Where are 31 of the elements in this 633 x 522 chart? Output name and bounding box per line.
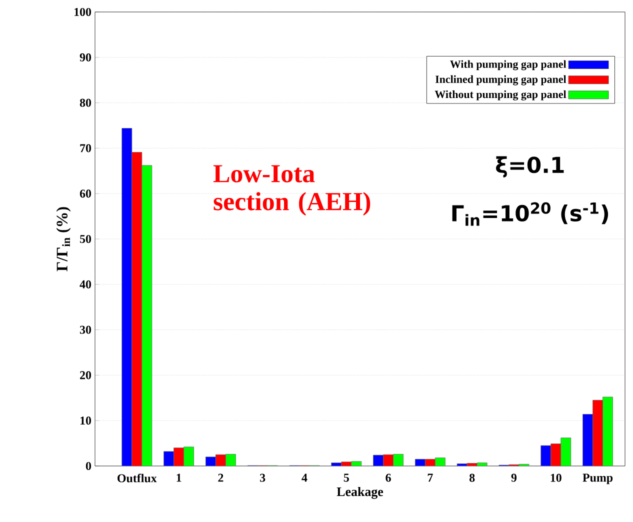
legend-label: Inclined pumping gap panel bbox=[435, 75, 566, 86]
x-axis-title: Leakage bbox=[336, 486, 384, 499]
y-tick-label: 20 bbox=[80, 371, 92, 380]
x-tick-label: 8 bbox=[469, 474, 475, 482]
x-tick-label: 6 bbox=[386, 474, 391, 482]
annotation: ξ=0.1 bbox=[496, 156, 564, 178]
y-tick-label: 30 bbox=[80, 326, 92, 334]
x-tick-label: Pump bbox=[582, 474, 613, 484]
x-tick-label: 7 bbox=[428, 474, 433, 482]
x-tick-label: 5 bbox=[344, 474, 349, 482]
y-tick-label: 10 bbox=[80, 416, 92, 425]
y-tick-label: 60 bbox=[80, 190, 92, 198]
y-tick-label: 80 bbox=[80, 98, 92, 107]
y-tick-label: 0 bbox=[86, 462, 92, 470]
y-tick-label: 50 bbox=[80, 234, 92, 244]
y-tick-label: 90 bbox=[80, 53, 92, 62]
x-tick-label: 3 bbox=[260, 474, 266, 482]
legend-label: With pumping gap panel bbox=[450, 60, 566, 70]
y-axis-title: Γ/Γ$_{in}$ (%) bbox=[56, 207, 71, 272]
x-tick-label: 2 bbox=[218, 474, 224, 482]
x-tick-label: 4 bbox=[302, 474, 308, 482]
x-tick-label: 9 bbox=[511, 474, 517, 482]
y-tick-label: 40 bbox=[80, 280, 92, 288]
legend-label: Without pumping gap panel bbox=[434, 90, 566, 100]
annotation: Low-Iota section (AEH) bbox=[213, 165, 370, 216]
x-tick-label: 1 bbox=[176, 474, 182, 482]
annotation: Γ$_{in}$=10$^{20}$ (s$^{-1}$) bbox=[452, 202, 608, 226]
y-tick-label: 70 bbox=[80, 144, 92, 152]
y-tick-label: 100 bbox=[74, 8, 92, 16]
x-tick-label: 10 bbox=[550, 474, 562, 482]
x-tick-label: Outflux bbox=[118, 474, 157, 482]
